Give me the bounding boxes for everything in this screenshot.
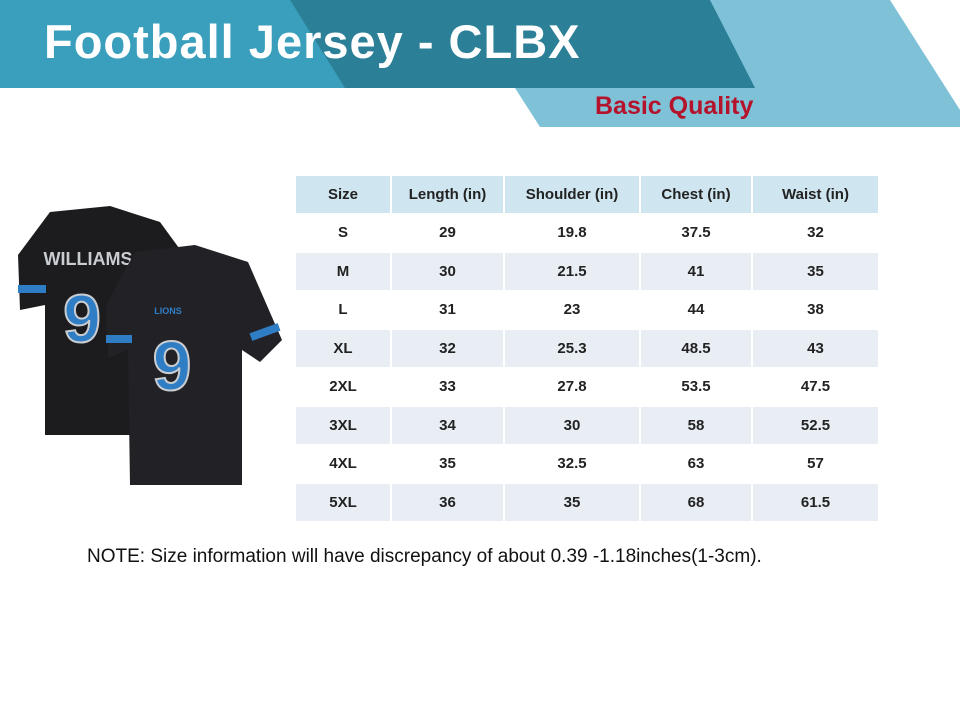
table-row: L 31 23 44 38: [296, 291, 878, 328]
table-cell: 27.8: [505, 368, 639, 405]
table-cell: 35: [505, 484, 639, 521]
table-row: 2XL 33 27.8 53.5 47.5: [296, 368, 878, 405]
table-cell: 35: [753, 253, 878, 290]
table-cell: S: [296, 214, 390, 251]
table-cell: 63: [641, 445, 751, 482]
table-cell: 43: [753, 330, 878, 367]
table-cell: 44: [641, 291, 751, 328]
table-row: 4XL 35 32.5 63 57: [296, 445, 878, 482]
note: NOTE: Size information will have discrep…: [87, 546, 762, 567]
header-row: Size Length (in) Shoulder (in) Chest (in) Wa…: [296, 176, 878, 213]
jersey-number-back: 9: [63, 281, 101, 357]
stripe: [18, 285, 46, 293]
jersey-image: WILLIAMS 9 LIONS 9: [18, 206, 282, 485]
table-cell: 31: [392, 291, 503, 328]
table-cell: 23: [505, 291, 639, 328]
table-cell: 48.5: [641, 330, 751, 367]
table-cell: 30: [392, 253, 503, 290]
table-cell: 19.8: [505, 214, 639, 251]
table-cell: 41: [641, 253, 751, 290]
table-cell: XL: [296, 330, 390, 367]
column-header: Length (in): [392, 176, 503, 213]
table-cell: 2XL: [296, 368, 390, 405]
subtitle: Basic Quality: [595, 92, 754, 120]
size-table: Size Length (in) Shoulder (in) Chest (in) Wa…: [294, 174, 880, 523]
table-cell: 34: [392, 407, 503, 444]
column-header: Chest (in): [641, 176, 751, 213]
table-cell: 36: [392, 484, 503, 521]
table-row: 5XL 36 35 68 61.5: [296, 484, 878, 521]
jersey-team: LIONS: [154, 306, 182, 316]
table-cell: 30: [505, 407, 639, 444]
column-header: Size: [296, 176, 390, 213]
table-cell: 37.5: [641, 214, 751, 251]
stripe: [249, 323, 281, 341]
table-cell: 3XL: [296, 407, 390, 444]
table-cell: 21.5: [505, 253, 639, 290]
table-cell: 35: [392, 445, 503, 482]
banner: [0, 0, 960, 127]
table-cell: L: [296, 291, 390, 328]
table-cell: 29: [392, 214, 503, 251]
table-cell: 32.5: [505, 445, 639, 482]
table-cell: 32: [753, 214, 878, 251]
table-cell: 52.5: [753, 407, 878, 444]
table-cell: 38: [753, 291, 878, 328]
table-cell: 47.5: [753, 368, 878, 405]
table-row: XL 32 25.3 48.5 43: [296, 330, 878, 367]
jersey-front: [106, 245, 282, 485]
table-cell: 57: [753, 445, 878, 482]
table-row: M 30 21.5 41 35: [296, 253, 878, 290]
title: Football Jersey - CLBX: [44, 15, 581, 68]
column-header: Waist (in): [753, 176, 878, 213]
jersey-number-front: 9: [153, 327, 192, 405]
table-cell: 4XL: [296, 445, 390, 482]
jersey-name: WILLIAMS: [44, 249, 133, 269]
table-cell: 61.5: [753, 484, 878, 521]
table-row: S 29 19.8 37.5 32: [296, 214, 878, 251]
table-cell: 33: [392, 368, 503, 405]
table-cell: 58: [641, 407, 751, 444]
table-cell: 5XL: [296, 484, 390, 521]
table-cell: 68: [641, 484, 751, 521]
table-cell: 25.3: [505, 330, 639, 367]
table-row: 3XL 34 30 58 52.5: [296, 407, 878, 444]
table-cell: 53.5: [641, 368, 751, 405]
stripe: [106, 335, 132, 343]
banner-sub: [515, 88, 800, 127]
column-header: Shoulder (in): [505, 176, 639, 213]
table-cell: 32: [392, 330, 503, 367]
table-cell: M: [296, 253, 390, 290]
banner-dark: [290, 0, 780, 88]
